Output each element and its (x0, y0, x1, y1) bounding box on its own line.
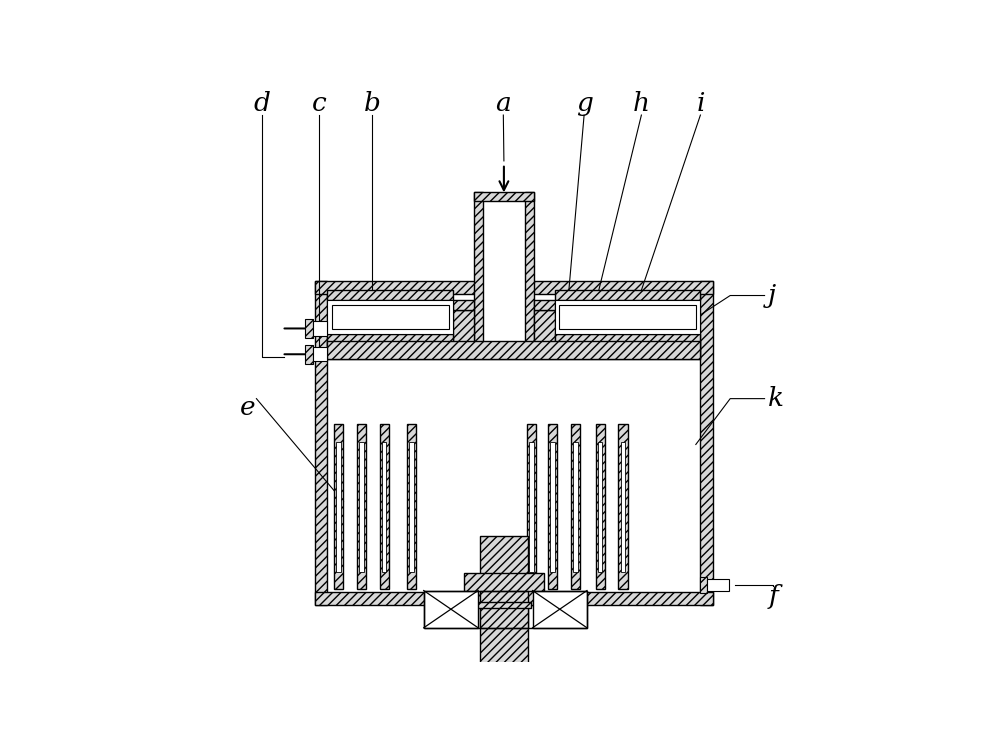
Bar (315, 592, 713, 605)
Bar (555, 289, 700, 300)
Bar (700, 281, 713, 605)
Bar (559, 305, 696, 330)
Bar (598, 442, 602, 572)
Bar (477, 602, 531, 608)
Bar (550, 442, 555, 572)
Bar (534, 300, 555, 310)
Text: b: b (364, 91, 381, 116)
Bar (453, 300, 474, 310)
Bar (380, 424, 389, 589)
Bar (555, 300, 700, 334)
Bar (700, 577, 707, 593)
Bar (332, 305, 449, 330)
Bar (480, 536, 528, 734)
Bar (315, 281, 713, 605)
Bar (327, 300, 453, 334)
Bar (327, 341, 700, 359)
Bar (327, 334, 453, 344)
Bar (483, 201, 525, 344)
Bar (357, 424, 366, 589)
Bar (480, 591, 528, 628)
Bar (315, 281, 713, 294)
Bar (529, 442, 534, 572)
Text: h: h (633, 91, 650, 116)
Bar (480, 591, 528, 628)
Bar (424, 591, 478, 628)
Bar (407, 424, 416, 589)
Bar (573, 442, 578, 572)
Bar (596, 424, 605, 589)
Bar (315, 281, 327, 605)
Text: g: g (576, 91, 593, 116)
Bar (382, 442, 386, 572)
Bar (527, 424, 536, 589)
Bar (533, 591, 587, 628)
Bar (707, 579, 729, 591)
Text: c: c (312, 91, 327, 116)
Bar (474, 193, 483, 344)
Ellipse shape (457, 695, 551, 715)
Bar (313, 347, 327, 362)
Bar (555, 334, 700, 344)
Bar (534, 310, 555, 344)
Text: k: k (767, 386, 783, 411)
Bar (621, 442, 625, 572)
Bar (464, 574, 544, 605)
Bar (359, 442, 364, 572)
Bar (313, 321, 327, 336)
Bar (548, 424, 557, 589)
Bar (453, 310, 474, 344)
Bar (409, 442, 414, 572)
Bar (336, 442, 341, 572)
Bar (474, 193, 534, 201)
Text: e: e (240, 395, 256, 420)
Text: i: i (696, 91, 705, 116)
Text: d: d (253, 91, 270, 116)
Bar (618, 424, 628, 589)
Bar (525, 193, 534, 344)
Bar (327, 344, 700, 359)
Bar (334, 424, 343, 589)
Bar (571, 424, 580, 589)
Text: a: a (495, 91, 511, 116)
Bar (305, 319, 313, 338)
Text: j: j (767, 283, 776, 308)
Text: f: f (768, 584, 778, 609)
Bar (305, 344, 313, 364)
Bar (424, 591, 587, 628)
Bar (327, 289, 453, 300)
